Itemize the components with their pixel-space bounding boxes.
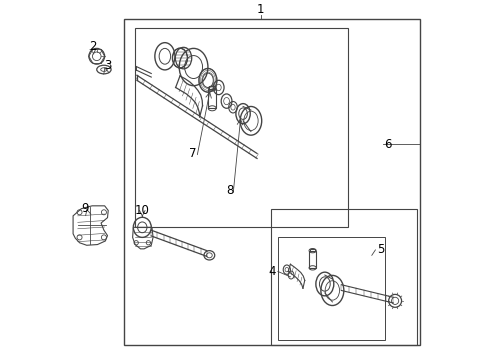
Bar: [271, 209, 416, 345]
Text: 7: 7: [188, 147, 196, 159]
Bar: [308, 251, 316, 268]
Bar: [277, 237, 385, 339]
Text: 5: 5: [376, 243, 384, 256]
Text: 2: 2: [88, 40, 96, 53]
Text: 10: 10: [135, 204, 149, 217]
Text: 9: 9: [81, 202, 88, 215]
Text: 3: 3: [103, 59, 111, 72]
Bar: [209, 86, 215, 89]
Bar: [135, 28, 348, 226]
Bar: [309, 249, 314, 251]
Bar: [124, 19, 419, 345]
Text: 1: 1: [256, 3, 264, 16]
Text: 6: 6: [384, 138, 391, 150]
Bar: [208, 89, 216, 108]
Text: 8: 8: [226, 184, 233, 197]
Text: 4: 4: [268, 265, 276, 278]
